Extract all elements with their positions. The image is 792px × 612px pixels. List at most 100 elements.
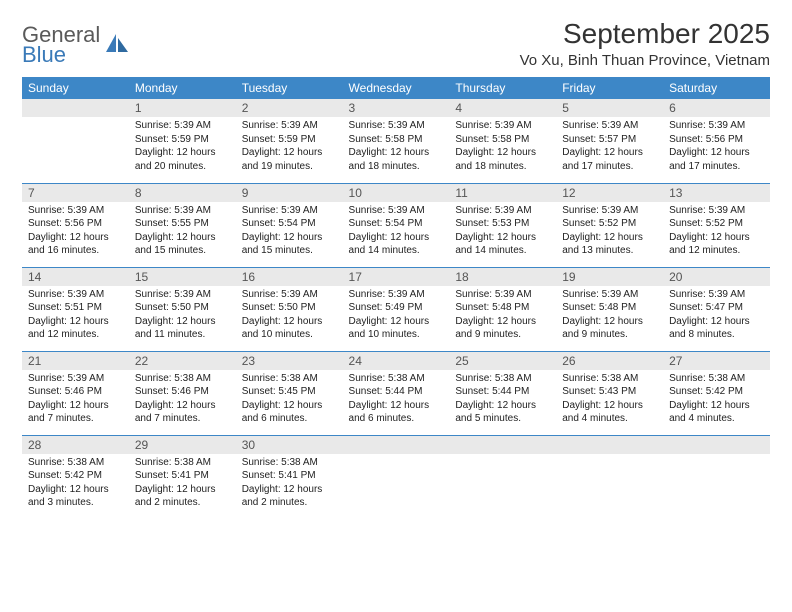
- sunset-line: Sunset: 5:48 PM: [562, 301, 657, 315]
- day-details: Sunrise: 5:39 AMSunset: 5:52 PMDaylight:…: [663, 202, 770, 262]
- weekday-header: Saturday: [663, 77, 770, 99]
- day-number: [22, 99, 129, 117]
- calendar-day-cell: [343, 435, 450, 519]
- day-details: Sunrise: 5:38 AMSunset: 5:44 PMDaylight:…: [343, 370, 450, 430]
- day-details: Sunrise: 5:39 AMSunset: 5:59 PMDaylight:…: [129, 117, 236, 177]
- day-number: 22: [129, 352, 236, 370]
- sunrise-line: Sunrise: 5:39 AM: [242, 204, 337, 218]
- daylight-line: Daylight: 12 hours and 20 minutes.: [135, 146, 230, 173]
- day-details: Sunrise: 5:39 AMSunset: 5:48 PMDaylight:…: [556, 286, 663, 346]
- sunrise-line: Sunrise: 5:39 AM: [562, 288, 657, 302]
- sunset-line: Sunset: 5:54 PM: [242, 217, 337, 231]
- sunset-line: Sunset: 5:42 PM: [669, 385, 764, 399]
- day-details: Sunrise: 5:39 AMSunset: 5:46 PMDaylight:…: [22, 370, 129, 430]
- sunset-line: Sunset: 5:56 PM: [28, 217, 123, 231]
- sunrise-line: Sunrise: 5:38 AM: [242, 372, 337, 386]
- sunset-line: Sunset: 5:44 PM: [455, 385, 550, 399]
- title-block: September 2025 Vo Xu, Binh Thuan Provinc…: [520, 18, 770, 69]
- day-number: 6: [663, 99, 770, 117]
- sunset-line: Sunset: 5:52 PM: [669, 217, 764, 231]
- calendar-header-row: Sunday Monday Tuesday Wednesday Thursday…: [22, 77, 770, 99]
- day-number: 21: [22, 352, 129, 370]
- sunrise-line: Sunrise: 5:39 AM: [28, 288, 123, 302]
- calendar-day-cell: 29Sunrise: 5:38 AMSunset: 5:41 PMDayligh…: [129, 435, 236, 519]
- daylight-line: Daylight: 12 hours and 17 minutes.: [669, 146, 764, 173]
- daylight-line: Daylight: 12 hours and 4 minutes.: [669, 399, 764, 426]
- sunrise-line: Sunrise: 5:39 AM: [455, 204, 550, 218]
- day-details: Sunrise: 5:38 AMSunset: 5:41 PMDaylight:…: [236, 454, 343, 514]
- day-details: Sunrise: 5:39 AMSunset: 5:47 PMDaylight:…: [663, 286, 770, 346]
- day-number: 23: [236, 352, 343, 370]
- day-details: Sunrise: 5:39 AMSunset: 5:54 PMDaylight:…: [236, 202, 343, 262]
- calendar-day-cell: 5Sunrise: 5:39 AMSunset: 5:57 PMDaylight…: [556, 99, 663, 183]
- daylight-line: Daylight: 12 hours and 13 minutes.: [562, 231, 657, 258]
- calendar-day-cell: 19Sunrise: 5:39 AMSunset: 5:48 PMDayligh…: [556, 267, 663, 351]
- calendar-day-cell: 13Sunrise: 5:39 AMSunset: 5:52 PMDayligh…: [663, 183, 770, 267]
- day-number: 26: [556, 352, 663, 370]
- calendar-day-cell: 25Sunrise: 5:38 AMSunset: 5:44 PMDayligh…: [449, 351, 556, 435]
- daylight-line: Daylight: 12 hours and 19 minutes.: [242, 146, 337, 173]
- day-number: 27: [663, 352, 770, 370]
- calendar-week-row: 7Sunrise: 5:39 AMSunset: 5:56 PMDaylight…: [22, 183, 770, 267]
- sunset-line: Sunset: 5:50 PM: [135, 301, 230, 315]
- daylight-line: Daylight: 12 hours and 2 minutes.: [242, 483, 337, 510]
- sunset-line: Sunset: 5:55 PM: [135, 217, 230, 231]
- calendar-week-row: 1Sunrise: 5:39 AMSunset: 5:59 PMDaylight…: [22, 99, 770, 183]
- day-number: 17: [343, 268, 450, 286]
- day-details: Sunrise: 5:38 AMSunset: 5:42 PMDaylight:…: [663, 370, 770, 430]
- sunrise-line: Sunrise: 5:39 AM: [562, 119, 657, 133]
- calendar-day-cell: [663, 435, 770, 519]
- calendar-day-cell: 24Sunrise: 5:38 AMSunset: 5:44 PMDayligh…: [343, 351, 450, 435]
- daylight-line: Daylight: 12 hours and 6 minutes.: [242, 399, 337, 426]
- daylight-line: Daylight: 12 hours and 6 minutes.: [349, 399, 444, 426]
- sunrise-line: Sunrise: 5:38 AM: [28, 456, 123, 470]
- calendar-day-cell: 8Sunrise: 5:39 AMSunset: 5:55 PMDaylight…: [129, 183, 236, 267]
- logo-text-sub: Blue: [22, 44, 100, 66]
- day-number: 25: [449, 352, 556, 370]
- day-details: Sunrise: 5:39 AMSunset: 5:58 PMDaylight:…: [449, 117, 556, 177]
- sunset-line: Sunset: 5:41 PM: [242, 469, 337, 483]
- sunset-line: Sunset: 5:58 PM: [349, 133, 444, 147]
- calendar-day-cell: 3Sunrise: 5:39 AMSunset: 5:58 PMDaylight…: [343, 99, 450, 183]
- day-number: 14: [22, 268, 129, 286]
- sunrise-line: Sunrise: 5:38 AM: [455, 372, 550, 386]
- sunset-line: Sunset: 5:45 PM: [242, 385, 337, 399]
- day-details: Sunrise: 5:39 AMSunset: 5:50 PMDaylight:…: [236, 286, 343, 346]
- day-number: 10: [343, 184, 450, 202]
- sunset-line: Sunset: 5:43 PM: [562, 385, 657, 399]
- day-number: 15: [129, 268, 236, 286]
- calendar-day-cell: 12Sunrise: 5:39 AMSunset: 5:52 PMDayligh…: [556, 183, 663, 267]
- day-details: Sunrise: 5:39 AMSunset: 5:58 PMDaylight:…: [343, 117, 450, 177]
- daylight-line: Daylight: 12 hours and 7 minutes.: [28, 399, 123, 426]
- daylight-line: Daylight: 12 hours and 8 minutes.: [669, 315, 764, 342]
- daylight-line: Daylight: 12 hours and 15 minutes.: [242, 231, 337, 258]
- day-number: 24: [343, 352, 450, 370]
- daylight-line: Daylight: 12 hours and 16 minutes.: [28, 231, 123, 258]
- daylight-line: Daylight: 12 hours and 10 minutes.: [242, 315, 337, 342]
- day-number: [449, 436, 556, 454]
- day-number: 4: [449, 99, 556, 117]
- day-number: 28: [22, 436, 129, 454]
- day-details: Sunrise: 5:38 AMSunset: 5:44 PMDaylight:…: [449, 370, 556, 430]
- sunrise-line: Sunrise: 5:39 AM: [135, 119, 230, 133]
- sunrise-line: Sunrise: 5:39 AM: [242, 288, 337, 302]
- daylight-line: Daylight: 12 hours and 12 minutes.: [28, 315, 123, 342]
- day-number: 30: [236, 436, 343, 454]
- calendar-week-row: 21Sunrise: 5:39 AMSunset: 5:46 PMDayligh…: [22, 351, 770, 435]
- daylight-line: Daylight: 12 hours and 9 minutes.: [455, 315, 550, 342]
- calendar-day-cell: 11Sunrise: 5:39 AMSunset: 5:53 PMDayligh…: [449, 183, 556, 267]
- day-number: 9: [236, 184, 343, 202]
- daylight-line: Daylight: 12 hours and 7 minutes.: [135, 399, 230, 426]
- calendar-day-cell: 20Sunrise: 5:39 AMSunset: 5:47 PMDayligh…: [663, 267, 770, 351]
- calendar-day-cell: 15Sunrise: 5:39 AMSunset: 5:50 PMDayligh…: [129, 267, 236, 351]
- day-details: Sunrise: 5:39 AMSunset: 5:57 PMDaylight:…: [556, 117, 663, 177]
- sunrise-line: Sunrise: 5:39 AM: [28, 204, 123, 218]
- daylight-line: Daylight: 12 hours and 15 minutes.: [135, 231, 230, 258]
- day-number: 12: [556, 184, 663, 202]
- sunset-line: Sunset: 5:52 PM: [562, 217, 657, 231]
- sunset-line: Sunset: 5:49 PM: [349, 301, 444, 315]
- sunset-line: Sunset: 5:50 PM: [242, 301, 337, 315]
- sunset-line: Sunset: 5:59 PM: [135, 133, 230, 147]
- sunset-line: Sunset: 5:44 PM: [349, 385, 444, 399]
- sunset-line: Sunset: 5:47 PM: [669, 301, 764, 315]
